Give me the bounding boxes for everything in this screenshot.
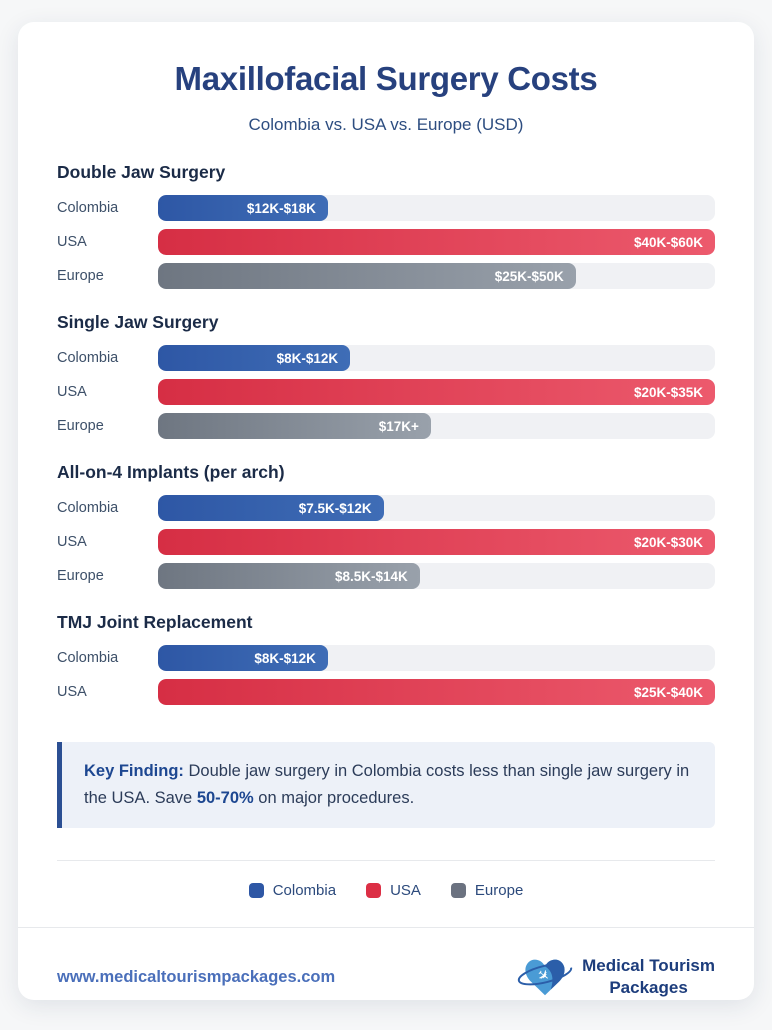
group-title: Double Jaw Surgery — [57, 162, 226, 182]
key-finding-text: Double jaw surgery in Colombia costs les… — [84, 762, 690, 808]
bar-value-label: $17K+ — [378, 418, 419, 434]
bar-row: Europe $17K+ — [57, 413, 715, 439]
chart-legend: Colombia USA Europe — [57, 882, 715, 899]
chart-group-single-jaw: Single Jaw Surgery Colombia $8K-$12K USA… — [57, 312, 715, 439]
country-label: Colombia — [57, 350, 119, 366]
page-title: Maxillofacial Surgery Costs — [174, 60, 598, 97]
value-bar-colombia: $8K-$12K — [158, 645, 328, 671]
chart-area: Double Jaw Surgery Colombia $12K-$18K US… — [57, 162, 715, 728]
key-finding-label: Key Finding: — [84, 762, 184, 780]
country-label: USA — [57, 384, 87, 400]
bar-row: Europe $8.5K-$14K — [57, 563, 715, 589]
website-link[interactable]: www.medicaltourismpackages.com — [57, 967, 336, 986]
bar-row: Colombia $7.5K-$12K — [57, 495, 715, 521]
group-title: Single Jaw Surgery — [57, 312, 219, 332]
country-label: Colombia — [57, 200, 119, 216]
legend-divider — [57, 860, 715, 862]
bar-row: USA $25K-$40K — [57, 679, 715, 705]
group-title: TMJ Joint Replacement — [57, 612, 253, 632]
brand-line-2: Packages — [609, 978, 688, 998]
brand-name: Medical Tourism Packages — [582, 955, 715, 999]
card-footer: www.medicaltourismpackages.com ✈ Medical… — [18, 927, 754, 1030]
country-label: USA — [57, 534, 87, 550]
country-label: Colombia — [57, 500, 119, 516]
value-bar-colombia: $8K-$12K — [158, 345, 351, 371]
chart-group-double-jaw: Double Jaw Surgery Colombia $12K-$18K US… — [57, 162, 715, 289]
bar-track: $8K-$12K — [158, 645, 715, 671]
chart-group-tmj: TMJ Joint Replacement Colombia $8K-$12K … — [57, 612, 715, 705]
country-label: USA — [57, 234, 87, 250]
europe-swatch-icon — [450, 883, 466, 899]
value-bar-colombia: $12K-$18K — [158, 195, 328, 221]
country-label: Europe — [57, 418, 104, 434]
legend-item-europe: Europe — [450, 882, 524, 900]
value-bar-europe: $8.5K-$14K — [158, 563, 420, 589]
colombia-swatch-icon — [248, 883, 264, 899]
infographic-card: Maxillofacial Surgery Costs Colombia vs.… — [18, 22, 754, 1000]
bar-row: Europe $25K-$50K — [57, 263, 715, 289]
group-title: All-on-4 Implants (per arch) — [57, 462, 285, 482]
bar-track: $17K+ — [158, 413, 715, 439]
brand-logo: ✈ Medical Tourism Packages — [516, 952, 715, 1002]
bar-row: Colombia $8K-$12K — [57, 345, 715, 371]
bar-value-label: $25K-$50K — [494, 268, 564, 284]
country-label: Europe — [57, 568, 104, 584]
country-label: Europe — [57, 268, 104, 284]
country-label: Colombia — [57, 650, 119, 666]
bar-track: $7.5K-$12K — [158, 495, 715, 521]
key-finding-text-end: on major procedures. — [253, 789, 415, 808]
bar-value-label: $7.5K-$12K — [298, 500, 372, 516]
legend-label: Europe — [474, 882, 524, 900]
bar-track: $25K-$50K — [158, 263, 715, 289]
bar-track: $20K-$30K — [158, 529, 715, 555]
bar-value-label: $8.5K-$14K — [334, 568, 408, 584]
value-bar-usa: $40K-$60K — [158, 229, 715, 255]
legend-item-colombia: Colombia — [248, 882, 337, 900]
bar-value-label: $25K-$40K — [633, 684, 703, 700]
value-bar-colombia: $7.5K-$12K — [158, 495, 384, 521]
bar-value-label: $20K-$30K — [633, 534, 703, 550]
page-subtitle: Colombia vs. USA vs. Europe (USD) — [248, 115, 524, 134]
value-bar-usa: $25K-$40K — [158, 679, 715, 705]
bar-row: USA $20K-$30K — [57, 529, 715, 555]
country-label: USA — [57, 684, 87, 700]
bar-value-label: $20K-$35K — [633, 384, 703, 400]
legend-label: Colombia — [272, 882, 337, 900]
brand-line-1: Medical Tourism — [582, 956, 715, 976]
usa-swatch-icon — [366, 883, 382, 899]
legend-label: USA — [390, 882, 421, 900]
bar-row: Colombia $8K-$12K — [57, 645, 715, 671]
bar-track: $8K-$12K — [158, 345, 715, 371]
chart-group-all-on-4: All-on-4 Implants (per arch) Colombia $7… — [57, 462, 715, 589]
bar-row: USA $20K-$35K — [57, 379, 715, 405]
key-finding-highlight: 50-70% — [196, 789, 254, 808]
value-bar-usa: $20K-$35K — [158, 379, 715, 405]
bar-row: Colombia $12K-$18K — [57, 195, 715, 221]
bar-value-label: $8K-$12K — [276, 350, 339, 366]
bar-track: $40K-$60K — [158, 229, 715, 255]
value-bar-usa: $20K-$30K — [158, 529, 715, 555]
legend-item-usa: USA — [366, 882, 421, 899]
bar-value-label: $40K-$60K — [633, 234, 703, 250]
key-finding-callout: Key Finding: Double jaw surgery in Colom… — [57, 742, 715, 829]
value-bar-europe: $17K+ — [158, 413, 431, 439]
bar-track: $12K-$18K — [158, 195, 715, 221]
bar-value-label: $12K-$18K — [246, 200, 316, 216]
bar-row: USA $40K-$60K — [57, 229, 715, 255]
bar-track: $20K-$35K — [158, 379, 715, 405]
bar-track: $25K-$40K — [158, 679, 715, 705]
heart-plane-logo-icon: ✈ — [517, 960, 573, 996]
value-bar-europe: $25K-$50K — [158, 263, 576, 289]
bar-value-label: $8K-$12K — [254, 650, 316, 666]
bar-track: $8.5K-$14K — [158, 563, 715, 589]
